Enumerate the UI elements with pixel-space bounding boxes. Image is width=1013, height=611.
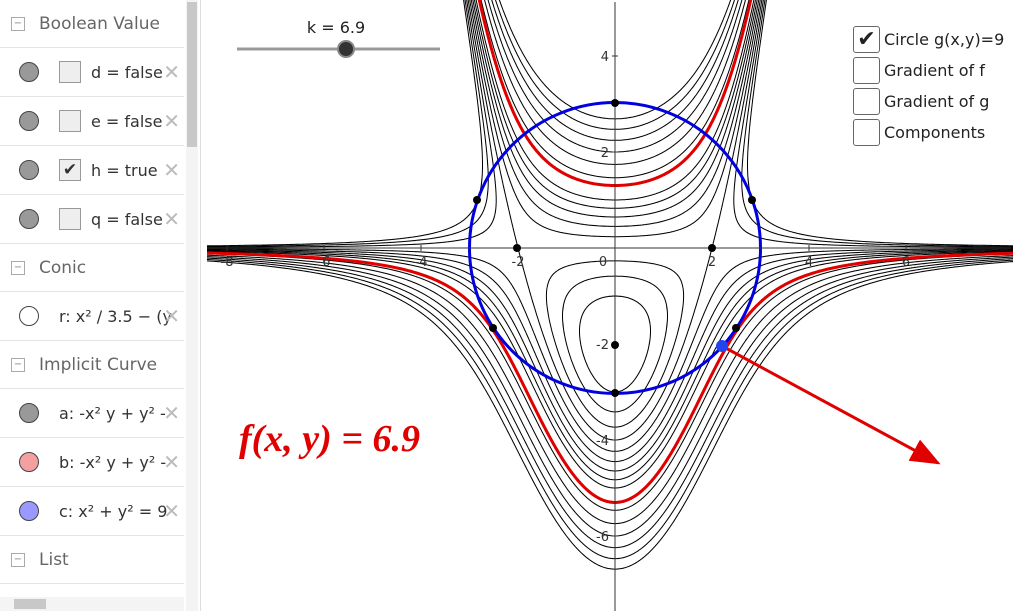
checkbox-box [853,119,880,146]
algebra-item: c: x² + y² = 9 ✕ [0,487,184,536]
y-tick-label: -6 [596,530,609,545]
collapse-toggle: − [11,357,25,372]
point [748,196,756,204]
item-label: h = true [91,160,158,180]
algebra-item: ✔ h = true ✕ [0,146,184,195]
item-label: a: -x² y + y² - [59,403,166,423]
delete-icon[interactable]: ✕ [163,207,180,231]
x-tick-label: -2 [512,255,525,270]
point [708,244,716,252]
y-tick-label: -2 [596,338,609,353]
delete-icon[interactable]: ✕ [163,499,180,523]
item-label: r: x² / 3.5 − (y [59,306,172,326]
point [732,324,740,332]
points [473,99,941,465]
h-scrollbar[interactable] [0,597,184,611]
item-label: d = false [91,62,163,82]
algebra-list: − Boolean Value d = false ✕ e = false ✕ ✔ h = t… [0,0,184,611]
level-curve [207,0,1013,570]
point [611,389,619,397]
group-title: Conic [39,257,87,278]
visibility-dot[interactable] [19,306,39,326]
point [489,324,497,332]
checkbox-box [853,57,880,84]
visibility-dot[interactable] [19,111,39,131]
checkbox-label: Circle g(x,y)=9 [884,30,1005,49]
checkbox-label: Components [884,123,986,142]
collapse-toggle: − [11,552,25,567]
group-header[interactable]: − Conic [0,244,184,292]
graphics-checkbox[interactable]: Gradient of g [853,88,989,115]
point [611,99,619,107]
slider-knob[interactable] [337,40,355,58]
visibility-dot[interactable] [19,209,39,229]
algebra-item: e = false ✕ [0,97,184,146]
algebra-item: d = false ✕ [0,48,184,97]
checkbox[interactable] [59,61,81,83]
algebra-view: − Boolean Value d = false ✕ e = false ✕ ✔ h = t… [0,0,201,611]
algebra-item: a: -x² y + y² - ✕ [0,389,184,438]
point-p[interactable] [716,340,728,352]
checkbox[interactable] [59,110,81,132]
group-title: Implicit Curve [39,354,158,375]
y-tick-label: -4 [596,434,609,449]
graphics-view: -8 -6 -4 -2 0 2 4 6 4 2 -2 -4 -6 k = 6.9 f(x, y) = 6… [207,0,1013,611]
slider-label: k = 6.9 [307,18,365,37]
checkbox[interactable]: ✔ [59,159,81,181]
point [513,244,521,252]
group-header[interactable]: − Implicit Curve [0,341,184,389]
algebra-item: q = false ✕ [0,195,184,244]
item-label: c: x² + y² = 9 [59,501,168,521]
visibility-dot[interactable] [19,403,39,423]
collapse-toggle: − [11,260,25,275]
group-title: Boolean Value [39,13,160,34]
point [473,196,481,204]
group-header[interactable]: − List [0,536,184,584]
x-tick-label: 0 [599,255,607,270]
item-label: e = false [91,111,163,131]
delete-icon[interactable]: ✕ [163,109,180,133]
checkbox-box [853,88,880,115]
checkbox[interactable] [59,208,81,230]
group-header[interactable]: − Boolean Value [0,0,184,48]
scroll-thumb[interactable] [187,2,197,147]
visibility-dot[interactable] [19,62,39,82]
graphics-checkbox[interactable]: Gradient of f [853,57,985,84]
visibility-dot[interactable] [19,452,39,472]
x-tick-label: 2 [708,255,716,270]
scrollbar[interactable] [186,0,198,611]
delete-icon[interactable]: ✕ [163,401,180,425]
visibility-dot[interactable] [19,160,39,180]
checkbox-box: ✔ [853,26,880,53]
item-label: q = false [91,209,163,229]
point [611,341,619,349]
h-scroll-thumb[interactable] [14,599,46,609]
x-tick-label: 4 [805,255,813,270]
visibility-dot[interactable] [19,501,39,521]
graphics-checkbox[interactable]: ✔ Circle g(x,y)=9 [853,26,1004,53]
algebra-item: b: -x² y + y² - ✕ [0,438,184,487]
gradient-arrow [721,344,941,465]
checkbox-label: Gradient of g [884,92,990,111]
x-tick-label: -4 [415,255,428,270]
algebra-item: r: x² / 3.5 − (y ✕ [0,292,184,341]
checkbox-label: Gradient of f [884,61,985,80]
formula: f(x, y) = 6.9 [239,418,420,460]
delete-icon[interactable]: ✕ [163,450,180,474]
delete-icon[interactable]: ✕ [163,158,180,182]
delete-icon[interactable]: ✕ [163,304,180,328]
delete-icon[interactable]: ✕ [163,60,180,84]
x-tick-label: 6 [902,255,910,270]
curves [207,0,1013,570]
item-label: b: -x² y + y² - [59,452,167,472]
y-tick-label: 2 [601,146,609,161]
collapse-toggle: − [11,16,25,31]
group-title: List [39,549,69,570]
x-tick-label: -8 [221,255,234,270]
y-tick-label: 4 [601,50,609,65]
x-tick-label: -6 [318,255,331,270]
graphics-checkbox[interactable]: Components [853,119,985,146]
